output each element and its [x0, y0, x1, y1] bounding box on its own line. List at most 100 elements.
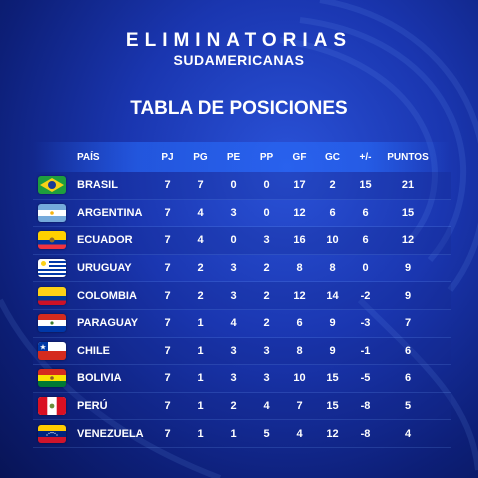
stat-pj: 7	[164, 179, 171, 192]
stat-pe: 1	[230, 427, 237, 440]
table-row: COLOMBIA 7 2 3 2 12 14 -2 9	[33, 282, 451, 310]
stat-pe: 0	[230, 234, 237, 247]
stat-gf: 17	[293, 179, 306, 192]
stat-gc: 9	[329, 317, 336, 330]
stat-pg: 1	[197, 427, 204, 440]
stat-pe: 4	[230, 317, 237, 330]
header-pais: PAÍS	[77, 151, 100, 163]
stat-gf: 12	[293, 206, 306, 219]
flag-cell	[33, 424, 71, 443]
stat-pe: 0	[230, 179, 237, 192]
table-subtitle: TABLA DE POSICIONES	[130, 98, 348, 119]
table-row: CHILE 7 1 3 3 8 9 -1 6	[33, 337, 451, 366]
table-row: VENEZUELA 7 1 1 5 4 12 -8 4	[33, 420, 451, 448]
stat-pg: 1	[197, 400, 204, 413]
stat-pj: 7	[164, 234, 171, 247]
stat-puntos: 9	[404, 262, 412, 275]
header-puntos: PUNTOS	[387, 151, 429, 163]
team-name: ARGENTINA	[77, 206, 143, 219]
stat-gc: 10	[326, 234, 339, 247]
stat-dif: 0	[362, 262, 369, 275]
stat-puntos: 6	[404, 344, 412, 357]
stat-gc: 8	[329, 262, 336, 275]
stat-pj: 7	[164, 427, 171, 440]
stat-pp: 2	[263, 289, 270, 302]
stat-puntos: 9	[404, 289, 412, 302]
table-header-row: PAÍS PJ PG PE PP GF GC +/- PUNTOS	[33, 142, 451, 172]
stat-puntos: 7	[404, 317, 412, 330]
stat-gc: 15	[326, 372, 339, 385]
stat-pp: 0	[263, 206, 270, 219]
flag-cell	[33, 397, 71, 416]
table-row: BRASIL 7 7 0 0 17 2 15 21	[33, 172, 451, 200]
header-gf: GF	[292, 151, 307, 163]
team-name: VENEZUELA	[77, 427, 144, 440]
brazil-flag-icon	[38, 176, 66, 195]
stat-puntos: 21	[401, 179, 415, 192]
header-pe: PE	[226, 151, 241, 163]
stat-pp: 2	[263, 317, 270, 330]
stat-gc: 12	[326, 427, 339, 440]
stat-pg: 4	[197, 234, 204, 247]
stat-dif: 6	[362, 234, 369, 247]
stat-gf: 16	[293, 234, 306, 247]
stat-dif: -3	[360, 317, 371, 330]
stat-pj: 7	[164, 372, 171, 385]
table-row: ARGENTINA 7 4 3 0 12 6 6 15	[33, 200, 451, 228]
stat-pj: 7	[164, 206, 171, 219]
stat-gf: 4	[296, 427, 303, 440]
chile-flag-icon	[38, 341, 66, 360]
stat-pj: 7	[164, 262, 171, 275]
stat-pe: 3	[230, 206, 237, 219]
table-row: PERÚ 7 1 2 4 7 15 -8 5	[33, 392, 451, 421]
header-pj: PJ	[161, 151, 174, 163]
team-name: PARAGUAY	[77, 317, 139, 330]
stat-pj: 7	[164, 400, 171, 413]
stat-pe: 3	[230, 262, 237, 275]
stat-dif: -5	[360, 372, 371, 385]
stat-pg: 7	[197, 179, 204, 192]
stat-puntos: 6	[404, 372, 412, 385]
stat-pp: 3	[263, 234, 270, 247]
stat-gc: 6	[329, 206, 336, 219]
stat-gf: 6	[296, 317, 303, 330]
stat-gf: 12	[293, 289, 306, 302]
stat-gf: 7	[296, 400, 303, 413]
stat-gc: 2	[329, 179, 336, 192]
stat-puntos: 12	[401, 234, 415, 247]
stat-dif: -2	[360, 289, 371, 302]
stat-pg: 4	[197, 206, 204, 219]
stat-gc: 9	[329, 344, 336, 357]
venezuela-flag-icon	[38, 424, 66, 443]
stat-pp: 2	[263, 262, 270, 275]
stat-pg: 1	[197, 317, 204, 330]
stat-dif: 6	[362, 206, 369, 219]
uruguay-flag-icon	[38, 259, 66, 278]
stat-puntos: 5	[404, 400, 412, 413]
ecuador-flag-icon	[38, 231, 66, 250]
team-name: ECUADOR	[77, 234, 133, 247]
table-row: BOLIVIA 7 1 3 3 10 15 -5 6	[33, 365, 451, 393]
flag-cell	[33, 286, 71, 305]
stat-pg: 2	[197, 262, 204, 275]
flag-cell	[33, 369, 71, 388]
colombia-flag-icon	[38, 286, 66, 305]
stat-puntos: 15	[401, 206, 415, 219]
team-name: BOLIVIA	[77, 372, 122, 385]
table-row: PARAGUAY 7 1 4 2 6 9 -3 7	[33, 310, 451, 338]
flag-cell	[33, 314, 71, 333]
stat-pp: 3	[263, 344, 270, 357]
stat-pe: 3	[230, 289, 237, 302]
stat-puntos: 4	[404, 427, 412, 440]
peru-flag-icon	[38, 397, 66, 416]
argentina-flag-icon	[38, 203, 66, 222]
table-row: URUGUAY 7 2 3 2 8 8 0 9	[33, 255, 451, 283]
team-name: URUGUAY	[77, 262, 132, 275]
stat-pj: 7	[164, 317, 171, 330]
stat-gf: 10	[293, 372, 306, 385]
flag-cell	[33, 231, 71, 250]
flag-cell	[33, 341, 71, 360]
stat-gc: 14	[326, 289, 339, 302]
stat-pe: 3	[230, 372, 237, 385]
stat-pe: 2	[230, 400, 237, 413]
